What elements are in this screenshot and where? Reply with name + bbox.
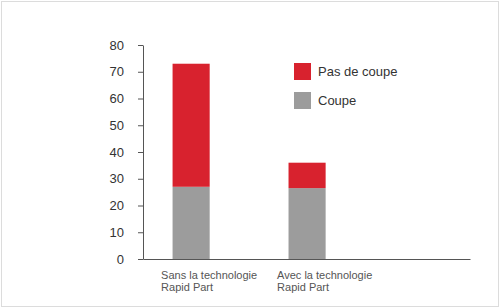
y-tick: 20: [110, 198, 143, 213]
x-tick: Avec la technologieRapid Part: [277, 259, 372, 293]
y-tick-label: 70: [110, 64, 124, 79]
y-tick-mark: [138, 179, 143, 180]
x-tick-label-line: Rapid Part: [161, 281, 213, 293]
series: [173, 187, 326, 259]
y-tick-mark: [138, 259, 143, 260]
legend: Pas de coupe Coupe: [294, 63, 398, 109]
x-tick-label: Avec la technologieRapid Part: [277, 269, 372, 293]
legend-item: Coupe: [294, 92, 356, 109]
x-axis: Sans la technologieRapid PartAvec la tec…: [144, 259, 471, 293]
y-axis: 0 10 20 30 40 50 60 70 80: [110, 38, 144, 267]
x-axis-line: [144, 259, 471, 260]
y-tick-label: 0: [117, 252, 124, 267]
legend-swatch: [294, 92, 311, 109]
y-tick-label: 80: [110, 38, 124, 53]
y-tick: 0: [117, 252, 143, 267]
y-tick: 70: [110, 64, 143, 79]
y-tick-label: 30: [110, 171, 124, 186]
y-tick: 40: [110, 145, 143, 160]
y-tick-mark: [138, 232, 143, 233]
x-tick-label-line: Rapid Part: [277, 281, 329, 293]
series: [173, 64, 326, 188]
y-tick: 50: [110, 118, 143, 133]
y-tick-mark: [138, 72, 143, 73]
chart: 01020304050607080Sans la technologieRapi…: [0, 0, 500, 308]
x-tick-label: Sans la technologieRapid Part: [161, 269, 257, 293]
y-tick-label: 50: [110, 118, 124, 133]
y-tick-label: 60: [110, 91, 124, 106]
bars: [173, 64, 326, 259]
bar: [173, 64, 210, 187]
bar: [173, 187, 210, 259]
legend-label: Pas de coupe: [318, 64, 398, 79]
y-tick-mark: [138, 206, 143, 207]
x-tick-label-line: Avec la technologie: [277, 269, 372, 281]
x-tick-label-line: Sans la technologie: [161, 269, 257, 281]
y-axis-line: [143, 46, 144, 260]
y-tick: 80: [110, 38, 143, 53]
y-tick-mark: [138, 45, 143, 46]
y-tick-mark: [138, 99, 143, 100]
y-tick-mark: [138, 125, 143, 126]
y-tick: 10: [110, 225, 143, 240]
bar: [289, 188, 326, 259]
bar: [289, 163, 326, 188]
legend-item: Pas de coupe: [294, 63, 398, 80]
frame: [2, 2, 499, 307]
y-tick-mark: [138, 152, 143, 153]
x-tick: Sans la technologieRapid Part: [161, 259, 257, 293]
y-tick-label: 20: [110, 198, 124, 213]
y-tick-label: 10: [110, 225, 124, 240]
legend-label: Coupe: [318, 93, 356, 108]
y-tick: 30: [110, 171, 143, 186]
y-tick-label: 40: [110, 145, 124, 160]
legend-swatch: [294, 63, 311, 80]
y-tick: 60: [110, 91, 143, 106]
